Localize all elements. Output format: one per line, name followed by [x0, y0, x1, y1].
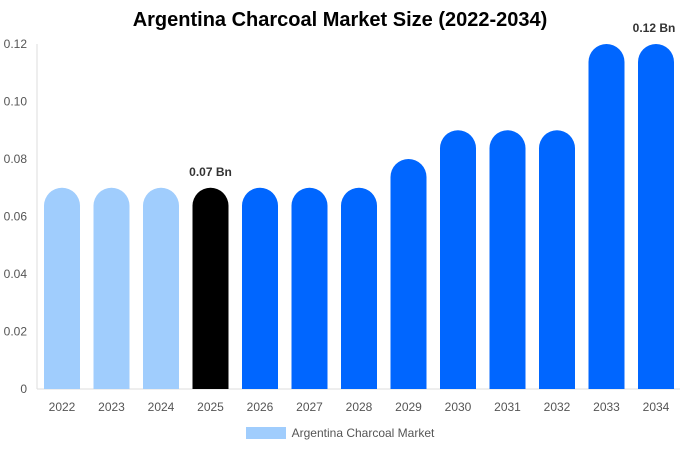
bar-2028	[341, 187, 377, 389]
y-tick-label: 0.04	[4, 267, 28, 281]
chart-title: Argentina Charcoal Market Size (2022-203…	[132, 9, 548, 31]
x-tick-label: 2031	[494, 400, 521, 414]
x-tick-label: 2033	[593, 400, 620, 414]
x-tick-label: 2034	[643, 400, 670, 414]
bar-2025	[192, 187, 229, 389]
data-label: 0.12 Bn	[633, 21, 676, 35]
bar-2029	[390, 159, 427, 389]
y-tick-label: 0.08	[4, 152, 28, 166]
x-tick-label: 2026	[247, 400, 274, 414]
x-tick-label: 2028	[346, 400, 373, 414]
x-tick-label: 2024	[148, 400, 175, 414]
bar-2024	[143, 187, 179, 389]
legend: Argentina Charcoal Market	[0, 426, 680, 440]
bar-2032	[539, 130, 575, 390]
bar-2023	[93, 187, 130, 389]
x-tick-label: 2022	[49, 400, 76, 414]
legend-label: Argentina Charcoal Market	[291, 426, 435, 440]
bar-2031	[489, 130, 526, 390]
x-tick-label: 2023	[98, 400, 125, 414]
y-tick-label: 0	[20, 382, 27, 396]
bar-2026	[242, 187, 278, 389]
y-tick-label: 0.12	[4, 37, 28, 51]
x-tick-label: 2032	[544, 400, 571, 414]
bar-2022	[44, 187, 80, 389]
x-tick-label: 2030	[445, 400, 472, 414]
y-tick-label: 0.02	[4, 325, 28, 339]
data-label: 0.07 Bn	[189, 165, 232, 179]
y-tick-label: 0.06	[4, 210, 28, 224]
bar-2033	[588, 44, 625, 389]
bar-2027	[291, 187, 328, 389]
x-tick-label: 2029	[395, 400, 422, 414]
y-tick-label: 0.10	[4, 95, 28, 109]
x-tick-label: 2025	[197, 400, 224, 414]
x-tick-label: 2027	[296, 400, 323, 414]
bar-2030	[440, 130, 476, 390]
legend-swatch	[245, 427, 286, 439]
bar-2034	[638, 44, 674, 389]
